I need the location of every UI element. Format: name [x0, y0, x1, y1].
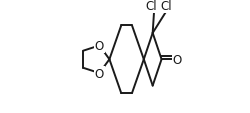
- Text: Cl: Cl: [160, 0, 172, 13]
- Text: O: O: [173, 53, 182, 66]
- Text: O: O: [95, 67, 104, 80]
- Text: Cl: Cl: [145, 0, 157, 13]
- Text: O: O: [95, 40, 104, 52]
